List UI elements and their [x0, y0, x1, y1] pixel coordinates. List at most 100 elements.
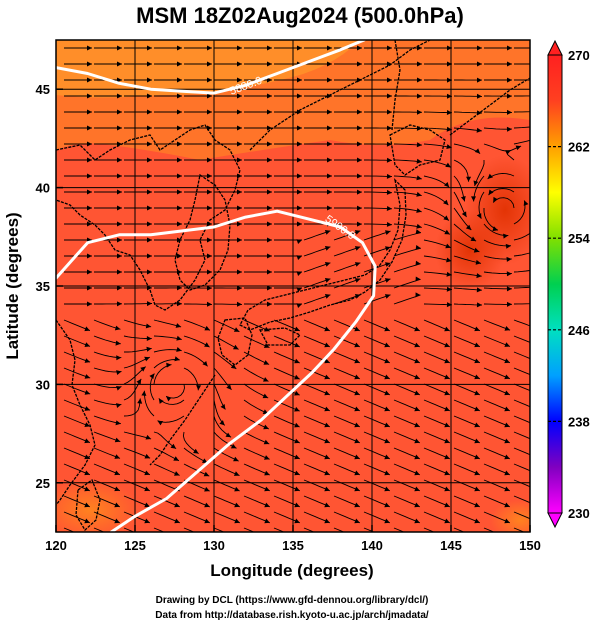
colorbar-label: 246	[568, 323, 590, 338]
streamline-arrow	[386, 222, 392, 227]
streamline-arrow	[444, 229, 450, 235]
streamline-arrow	[415, 260, 421, 266]
streamline-arrow	[84, 342, 90, 347]
streamline-arrow	[237, 125, 242, 131]
streamline-arrow	[327, 61, 332, 67]
streamline-arrow	[476, 287, 482, 293]
coastline-china-korea	[56, 124, 241, 311]
streamline-arrow	[327, 109, 332, 115]
streamline-arrow	[414, 502, 420, 508]
streamline-arrow	[297, 221, 302, 227]
streamline-arrow	[414, 326, 420, 332]
streamline-arrow	[84, 358, 91, 363]
streamline-arrow	[294, 502, 300, 508]
streamline-arrow	[170, 443, 177, 449]
coastline-shikoku	[258, 327, 302, 346]
streamline-arrow	[87, 205, 92, 211]
streamline-arrow	[414, 374, 420, 380]
streamline-arrow	[177, 301, 182, 307]
streamline-arrow	[354, 358, 360, 364]
streamline-arrow	[537, 301, 542, 306]
colorbar: 270 262 254 246 238 230	[547, 39, 590, 529]
streamline-arrow	[445, 162, 451, 168]
streamline-arrow	[476, 110, 482, 116]
streamline	[513, 351, 530, 360]
streamline-arrow	[117, 189, 122, 195]
streamline	[303, 527, 315, 532]
streamline-arrow	[147, 301, 152, 307]
streamline-arrow	[267, 93, 272, 99]
streamline-arrow	[461, 211, 467, 217]
streamline-arrow	[357, 173, 362, 179]
streamline-arrow	[354, 246, 361, 251]
streamline-arrow	[416, 175, 422, 181]
colorbar-label: 238	[568, 414, 590, 429]
streamline-arrow	[136, 378, 142, 385]
streamline-arrow	[387, 61, 392, 67]
streamline-arrow	[504, 374, 510, 380]
streamline-arrow	[444, 182, 450, 188]
streamline-arrow	[444, 358, 450, 364]
colorbar-label: 230	[568, 506, 590, 521]
streamline-arrow	[144, 486, 150, 492]
streamline-arrow	[87, 269, 92, 275]
streamline-arrow	[474, 438, 480, 444]
streamline-arrow	[324, 342, 330, 348]
streamline-arrow	[386, 173, 392, 179]
streamline	[513, 495, 530, 504]
streamline-arrow	[503, 233, 509, 239]
streamline-arrow	[506, 126, 512, 132]
streamline	[153, 527, 165, 532]
streamline-arrow	[446, 144, 452, 149]
streamline-arrow	[146, 336, 152, 341]
streamline-arrow	[534, 342, 540, 347]
streamline-arrow	[117, 93, 122, 99]
streamline-arrow	[177, 221, 182, 227]
streamline-arrow	[387, 77, 392, 83]
streamline-arrow	[324, 454, 330, 460]
streamline-arrow	[166, 362, 172, 368]
streamline-arrow	[537, 77, 542, 82]
streamline-arrow	[267, 125, 272, 131]
coastline-kuril	[449, 77, 530, 136]
streamline-arrow	[117, 125, 122, 131]
streamline-arrow	[230, 443, 237, 449]
streamline-arrow	[87, 301, 92, 307]
streamline-arrow	[146, 346, 152, 352]
streamline-arrow	[444, 438, 450, 444]
streamline-arrow	[324, 262, 331, 267]
streamline-arrow	[177, 189, 182, 195]
warm-region-northwest	[56, 40, 360, 98]
streamline-arrow	[504, 535, 510, 540]
streamline-arrow	[416, 142, 422, 148]
streamline-arrow	[137, 398, 143, 404]
streamline-arrow	[177, 205, 182, 211]
streamline-arrow	[357, 221, 362, 227]
streamline-arrow	[207, 269, 212, 275]
streamline-arrow	[534, 423, 540, 428]
streamline-arrow	[230, 363, 237, 369]
x-tick-label: 145	[440, 538, 462, 553]
streamline-arrow	[414, 390, 420, 396]
streamline-arrow	[294, 326, 300, 332]
streamline-arrow	[177, 77, 182, 83]
streamline-arrow	[492, 226, 498, 232]
streamline-arrow	[174, 518, 180, 524]
streamline-arrow	[357, 93, 362, 99]
streamline-arrow	[177, 109, 182, 115]
streamline-arrow	[327, 77, 332, 83]
streamline-arrow	[166, 396, 172, 402]
streamline-arrow	[506, 271, 512, 277]
hot-spot-east	[435, 210, 505, 290]
streamline-arrow	[204, 502, 210, 508]
streamline-arrow	[324, 278, 331, 283]
streamline-arrow	[414, 422, 420, 428]
streamline-arrow	[475, 259, 481, 265]
streamline	[213, 527, 225, 532]
streamline-arrow	[504, 406, 510, 412]
streamline-arrow	[237, 301, 242, 307]
streamline	[123, 527, 135, 532]
streamline-arrow	[537, 124, 542, 129]
streamline-arrow	[507, 77, 512, 83]
